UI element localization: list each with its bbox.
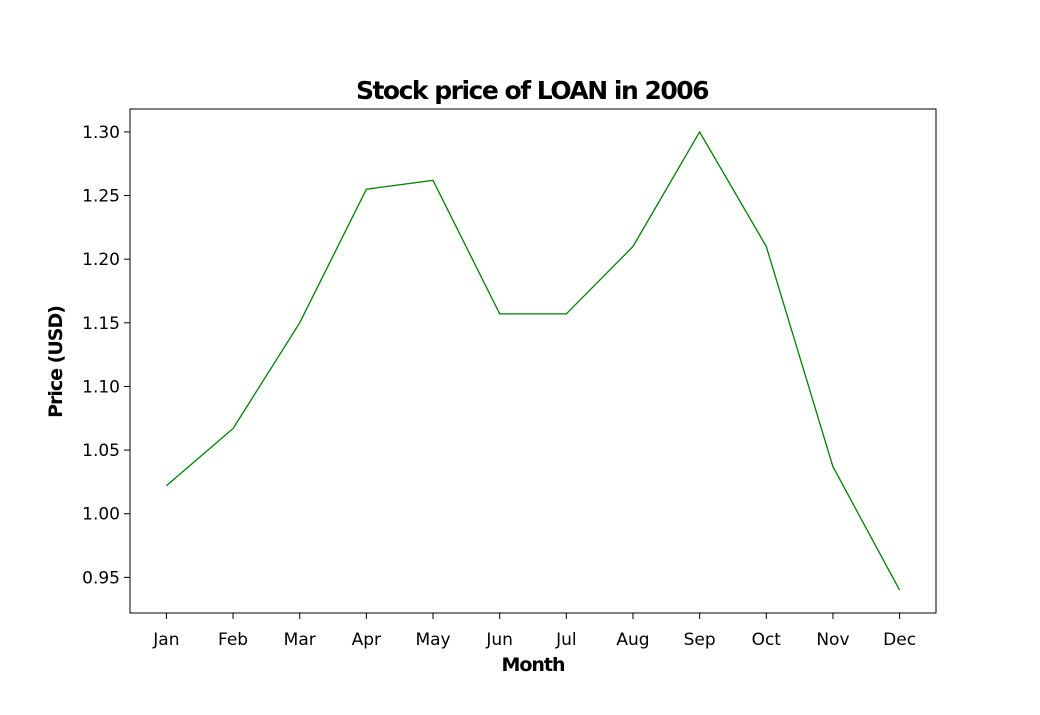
y-axis: 0.95 1.00 1.05 1.10 1.15 1.20 1.25 1.30 (82, 123, 130, 588)
y-axis-label: Price (USD) (45, 306, 67, 418)
x-tick-label: Oct (752, 630, 782, 650)
x-axis-label: Month (501, 654, 565, 676)
x-tick-label: Jun (485, 630, 513, 650)
x-tick-label: Dec (883, 630, 916, 650)
y-tick-label: 1.10 (82, 377, 120, 397)
series-line (165, 130, 901, 591)
x-tick-label: May (415, 630, 450, 650)
y-tick-label: 1.05 (82, 441, 120, 461)
x-axis: Jan Feb Mar Apr May Jun Jul Aug Sep Oct Nov Dec (152, 613, 916, 650)
x-tick-label: Nov (816, 630, 849, 650)
x-tick-label: Aug (616, 630, 649, 650)
y-tick-label: 1.30 (82, 123, 120, 143)
plot-area-frame (129, 108, 937, 614)
x-tick-label: Jul (555, 630, 577, 650)
x-tick-label: Jan (152, 630, 179, 650)
x-tick-label: Feb (218, 630, 248, 650)
chart-title: Stock price of LOAN in 2006 (356, 76, 709, 105)
x-tick-label: Apr (352, 630, 381, 650)
y-tick-label: 1.20 (82, 250, 120, 270)
y-tick-label: 1.00 (82, 505, 120, 525)
y-tick-label: 1.15 (82, 314, 120, 334)
x-tick-label: Sep (684, 630, 716, 650)
series-layer (165, 130, 901, 591)
y-tick-label: 0.95 (82, 568, 120, 588)
x-tick-label: Mar (284, 630, 316, 650)
y-tick-label: 1.25 (82, 187, 120, 207)
